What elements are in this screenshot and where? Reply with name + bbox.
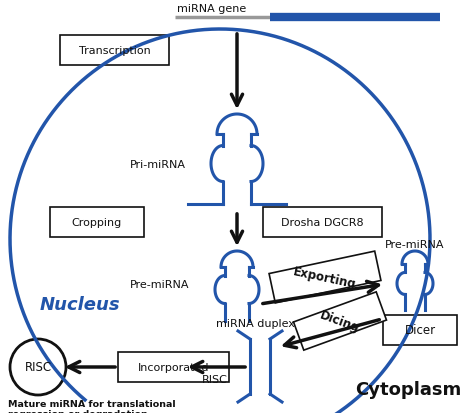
- Text: Incorporated: Incorporated: [138, 362, 209, 372]
- FancyBboxPatch shape: [263, 207, 382, 237]
- Text: Dicing: Dicing: [318, 308, 362, 335]
- Text: Pre-miRNA: Pre-miRNA: [130, 279, 190, 289]
- Text: RISC: RISC: [25, 361, 52, 374]
- Text: Drosha DGCR8: Drosha DGCR8: [281, 218, 364, 228]
- FancyBboxPatch shape: [118, 352, 229, 382]
- Text: Pri-miRNA: Pri-miRNA: [130, 159, 186, 170]
- FancyBboxPatch shape: [293, 292, 386, 350]
- Text: RISC: RISC: [202, 374, 228, 384]
- FancyBboxPatch shape: [50, 207, 144, 237]
- Text: Cropping: Cropping: [72, 218, 122, 228]
- Text: Nucleus: Nucleus: [40, 295, 120, 313]
- Text: Mature miRNA for translational
regression or degradation: Mature miRNA for translational regressio…: [8, 399, 176, 413]
- Circle shape: [10, 339, 66, 395]
- FancyBboxPatch shape: [269, 252, 381, 303]
- Text: miRNA gene: miRNA gene: [177, 4, 246, 14]
- Text: Dicer: Dicer: [404, 324, 436, 337]
- Text: Cytoplasm: Cytoplasm: [355, 380, 461, 398]
- FancyBboxPatch shape: [383, 315, 457, 345]
- Text: miRNA duplex: miRNA duplex: [216, 318, 294, 328]
- FancyBboxPatch shape: [60, 36, 169, 66]
- Text: Pre-miRNA: Pre-miRNA: [385, 240, 445, 249]
- Text: Transcription: Transcription: [79, 46, 150, 56]
- Text: Exporting: Exporting: [292, 264, 358, 290]
